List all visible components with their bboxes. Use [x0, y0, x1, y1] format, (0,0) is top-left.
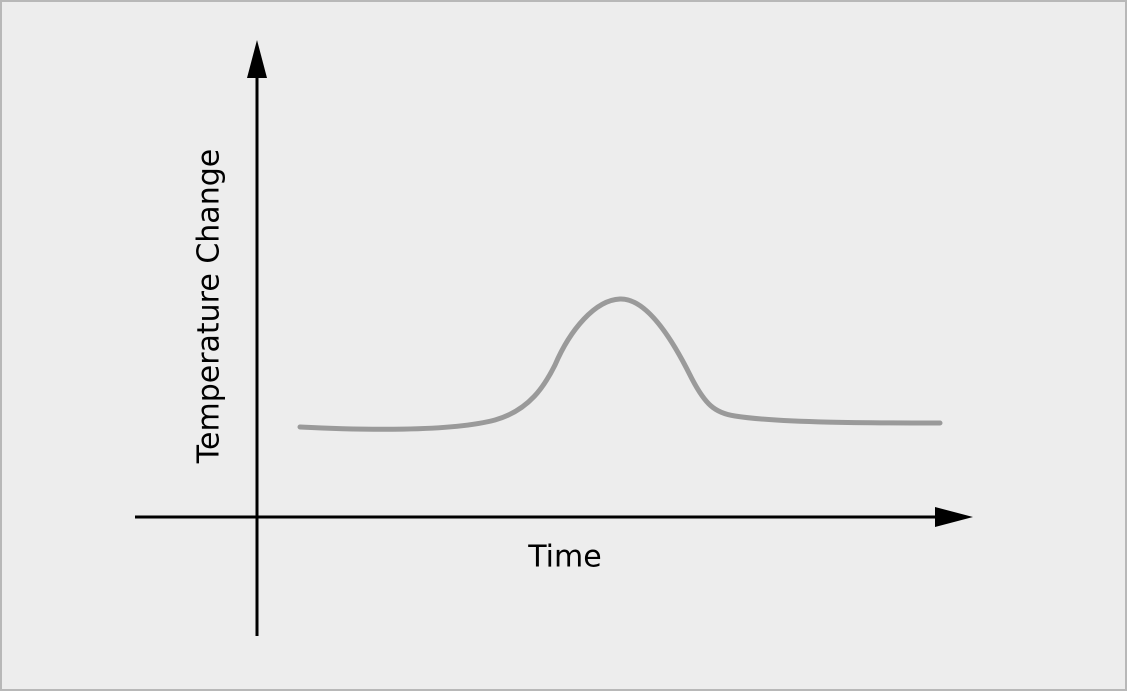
y-axis-label: Temperature Change: [192, 149, 227, 464]
x-axis-arrow: [935, 507, 973, 527]
x-axis-label: Time: [527, 540, 601, 575]
y-axis-arrow: [247, 40, 267, 78]
temperature-curve: [297, 296, 943, 432]
